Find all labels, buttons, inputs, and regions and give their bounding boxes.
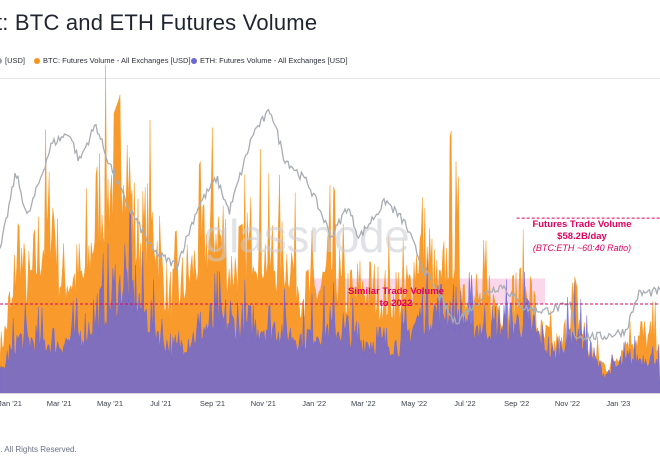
- annotation-similar-volume-line-0: Similar Trade Volume: [348, 286, 444, 297]
- legend-label: [USD]: [5, 56, 26, 65]
- footer-copyright: t. All Rights Reserved.: [0, 445, 77, 454]
- legend-dot-icon: [34, 57, 40, 64]
- x-tick-label: Jul '22: [454, 399, 475, 408]
- legend-item-price[interactable]: [USD]: [0, 56, 25, 65]
- eth-volume-group: [0, 211, 660, 394]
- x-tick-label: Sep '22: [504, 399, 529, 408]
- x-tick-label: Jan '23: [606, 399, 630, 408]
- x-tick-label: May '22: [401, 399, 427, 408]
- chart-title: t: BTC and ETH Futures Volume: [0, 10, 318, 35]
- x-tick-label: Jul '21: [150, 399, 171, 408]
- x-tick-label: Nov '21: [251, 399, 276, 408]
- price-line: [0, 108, 660, 342]
- legend-item-btc[interactable]: BTC: Futures Volume - All Exchanges [USD…: [34, 56, 191, 65]
- x-tick-label: Mar '22: [351, 399, 376, 408]
- x-axis: Jan '21 Mar '21 May '21 Jul '21 Sep '21 Nov '…: [0, 399, 630, 408]
- x-tick-label: Mar '21: [47, 399, 72, 408]
- x-tick-label: Sep '21: [200, 399, 225, 408]
- x-tick-label: May '21: [97, 399, 123, 408]
- watermark-text: glassnode: [204, 210, 409, 262]
- x-tick-label: Jan '22: [302, 399, 326, 408]
- legend-divider: [0, 78, 660, 79]
- eth-area: [0, 211, 660, 394]
- legend-item-eth[interactable]: ETH: Futures Volume - All Exchanges [USD…: [191, 56, 348, 65]
- legend: [USD] BTC: Futures Volume - All Exchange…: [0, 56, 660, 70]
- x-tick-label: Jan '21: [0, 399, 22, 408]
- reference-lines-group: [0, 217, 660, 305]
- annotation-futures-volume-line-2: (BTC:ETH ~60:40 Ratio): [533, 243, 631, 253]
- legend-dot-icon: [0, 57, 2, 64]
- price-group: [0, 108, 660, 342]
- legend-label: ETH: Futures Volume - All Exchanges [USD…: [200, 56, 348, 65]
- legend-dot-icon: [191, 57, 197, 64]
- annotation-futures-volume-line-1: $58.2B/day: [557, 231, 607, 242]
- x-tick-label: Nov '22: [555, 399, 580, 408]
- legend-label: BTC: Futures Volume - All Exchanges [USD…: [43, 56, 191, 65]
- annotation-similar-volume-line-1: to 2022: [380, 298, 413, 309]
- annotation-futures-volume-line-0: Futures Trade Volume: [532, 219, 631, 230]
